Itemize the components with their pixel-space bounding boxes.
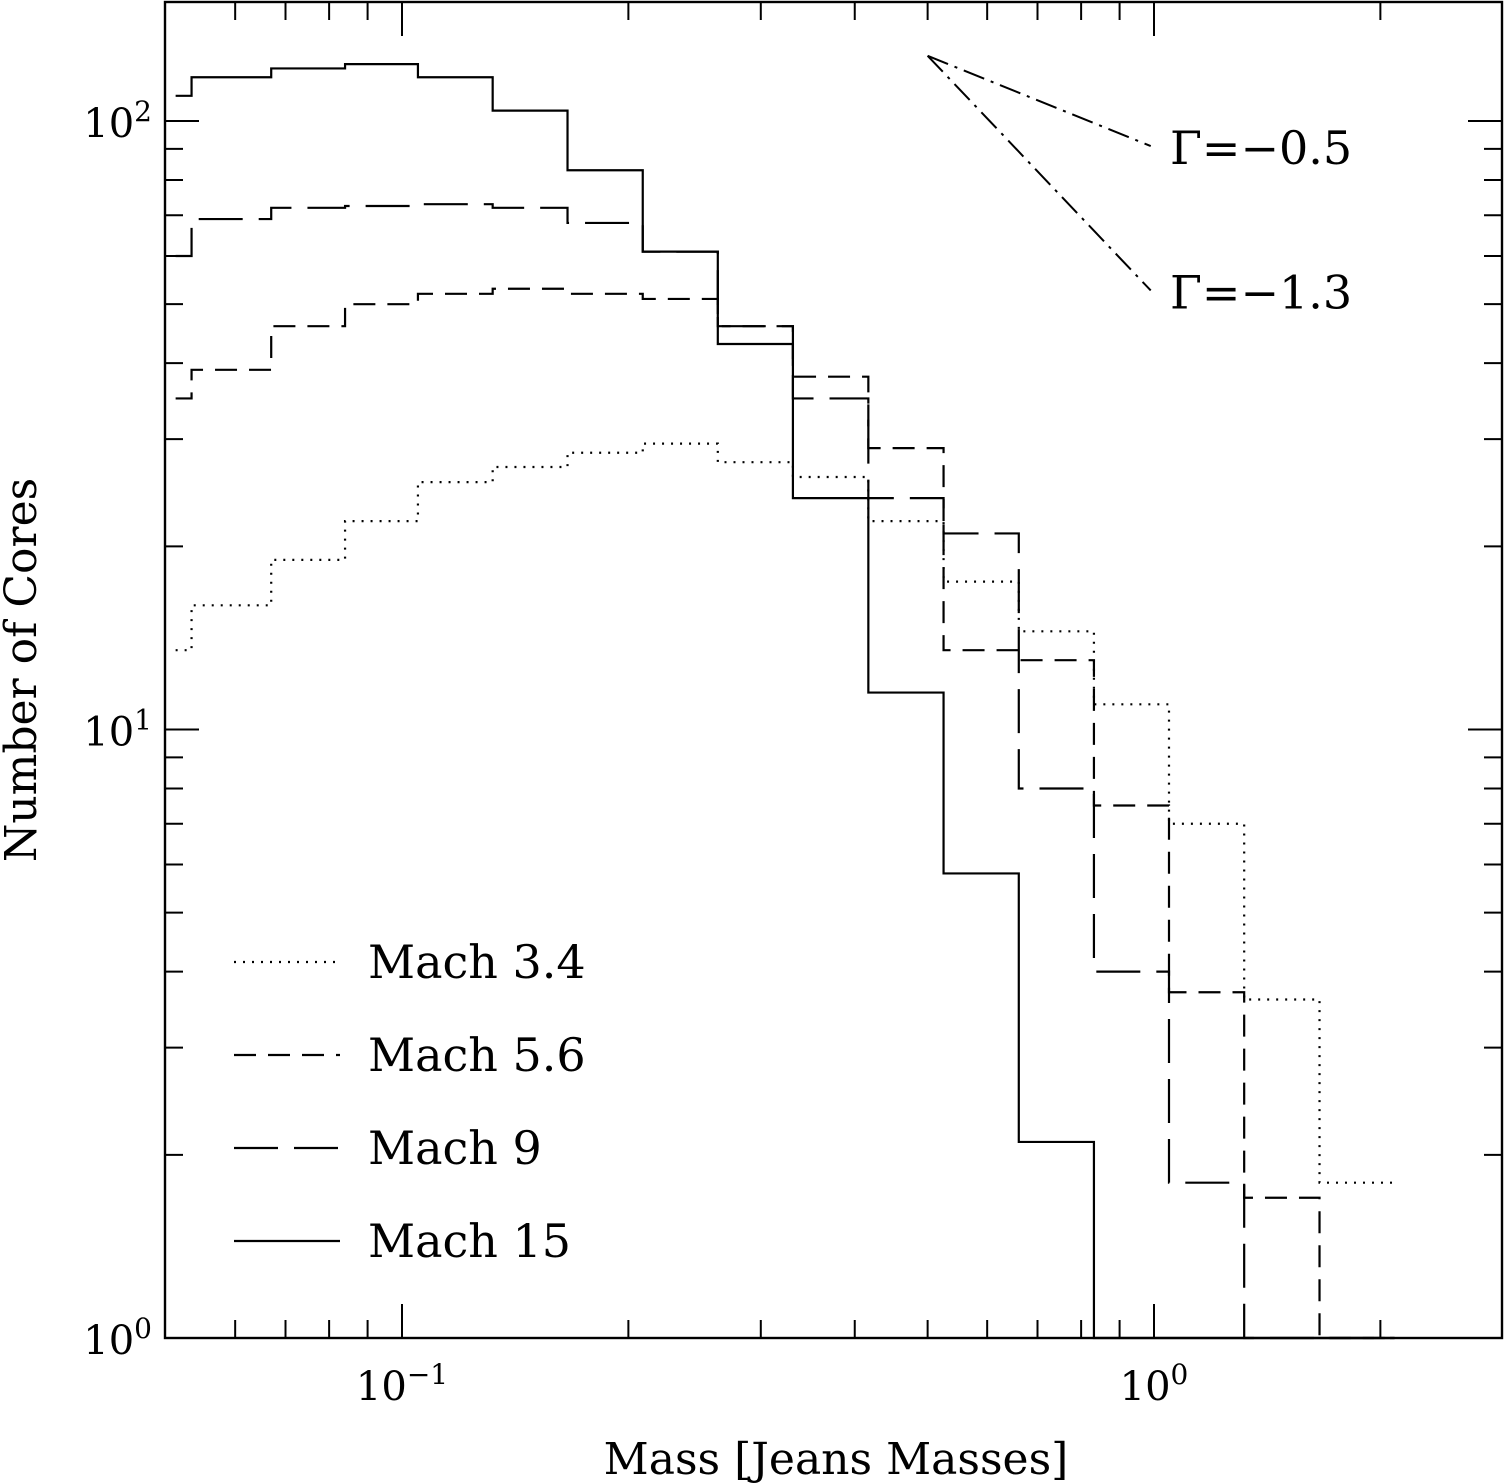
series-line-mach-15	[175, 63, 1395, 1340]
axis-ticks: 10−1 100 100 101 102	[83, 2, 1502, 1410]
x-tick-label: 10−1	[356, 1358, 448, 1410]
series-group	[175, 63, 1395, 1340]
y-tick-label: 102	[83, 95, 152, 147]
legend-label: Mach 5.6	[368, 1028, 586, 1082]
y-axis-title: Number of Cores	[0, 478, 47, 862]
y-tick-label: 100	[83, 1312, 152, 1364]
series-line-mach-5-6	[175, 287, 1395, 1340]
legend-label: Mach 9	[368, 1121, 542, 1175]
series-line-mach-9	[175, 203, 1395, 1340]
slope-line-2	[926, 55, 1152, 292]
legend-label: Mach 3.4	[368, 935, 586, 989]
legend: Mach 3.4 Mach 5.6 Mach 9 Mach 15	[234, 935, 586, 1268]
plot-frame	[163, 0, 1504, 1340]
slope-label-2: Γ=−1.3	[1170, 265, 1352, 319]
x-axis-title: Mass [Jeans Masses]	[604, 1434, 1069, 1484]
series-line-mach-3-4	[175, 442, 1395, 1184]
x-tick-label: 100	[1120, 1358, 1189, 1410]
legend-label: Mach 15	[368, 1214, 571, 1268]
y-tick-label: 101	[83, 704, 152, 756]
slope-line-1	[927, 54, 1152, 147]
slope-label-1: Γ=−0.5	[1170, 121, 1352, 175]
slope-annotations: Γ=−0.5 Γ=−1.3	[926, 54, 1352, 319]
